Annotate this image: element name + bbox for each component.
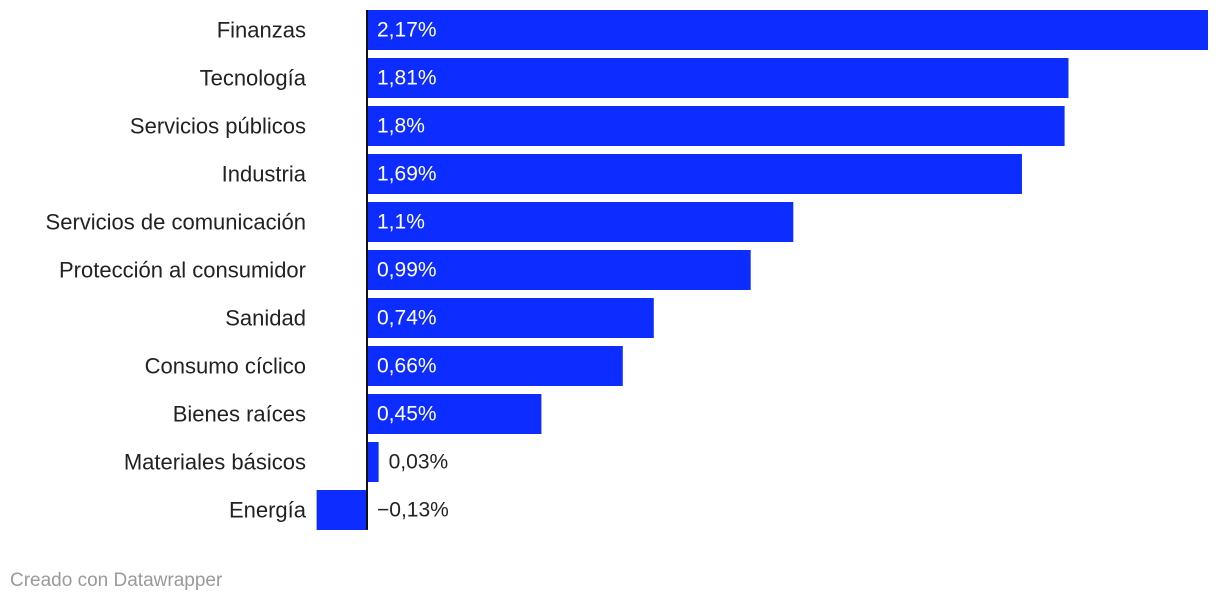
value-labels-group: 2,17% 1,81% 1,8% 1,69% 1,1% 0,99% 0,74% 0,66% 0,…: [377, 19, 449, 522]
value-label: 1,8%: [377, 115, 425, 138]
value-label: −0,13%: [377, 499, 449, 522]
value-label: 0,99%: [377, 259, 437, 282]
value-label: 0,66%: [377, 355, 437, 378]
category-label: Servicios públicos: [130, 114, 306, 139]
value-label: 0,45%: [377, 403, 437, 426]
category-label: Energía: [229, 498, 307, 523]
value-label: 0,74%: [377, 307, 437, 330]
bar-6: [367, 298, 654, 338]
credit-text: Creado con Datawrapper: [10, 570, 223, 591]
bar-0: [367, 10, 1208, 50]
bar-1: [367, 58, 1069, 98]
category-labels-group: Finanzas Tecnología Servicios públicos Indu…: [46, 18, 307, 523]
category-label: Bienes raíces: [173, 402, 306, 427]
value-label: 0,03%: [389, 451, 449, 474]
value-label: 1,69%: [377, 163, 437, 186]
bar-3: [367, 154, 1022, 194]
bar-chart: Finanzas Tecnología Servicios públicos Indu…: [46, 10, 1208, 530]
category-label: Sanidad: [225, 306, 306, 331]
bar-5: [367, 250, 751, 290]
category-label: Servicios de comunicación: [46, 210, 306, 235]
bar-7: [367, 346, 623, 386]
category-label: Materiales básicos: [124, 450, 306, 475]
bars-group: [316, 10, 1208, 530]
value-label: 1,81%: [377, 67, 437, 90]
category-label: Tecnología: [200, 66, 307, 91]
category-label: Industria: [222, 162, 307, 187]
bar-2: [367, 106, 1065, 146]
bar-10: [316, 490, 367, 530]
category-label: Protección al consumidor: [59, 258, 306, 283]
bar-8: [367, 394, 542, 434]
category-label: Finanzas: [217, 18, 306, 43]
value-label: 2,17%: [377, 19, 437, 42]
bar-4: [367, 202, 794, 242]
value-label: 1,1%: [377, 211, 425, 234]
bar-9: [367, 442, 379, 482]
category-label: Consumo cíclico: [145, 354, 306, 379]
